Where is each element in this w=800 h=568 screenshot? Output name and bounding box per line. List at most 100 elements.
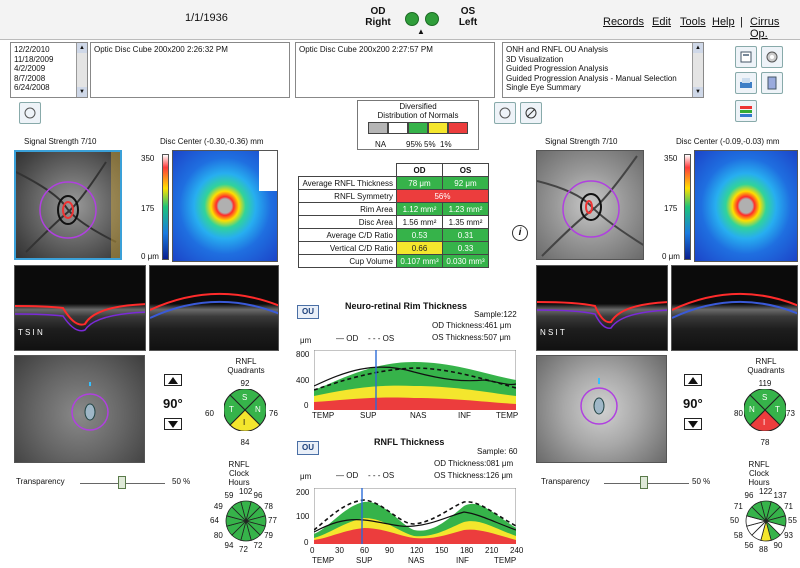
menu-cirrus[interactable]: Cirrus Op. [750,16,780,40]
os-quadrant-i: I [763,418,766,427]
clock-hour-value: 71 [784,501,794,511]
od-scan-list[interactable]: Optic Disc Cube 200x200 2:26:32 PM [90,42,290,98]
menu-tools[interactable]: Tools [680,16,706,28]
od-fundus-tool-icon[interactable] [19,102,41,124]
os-rotate-down-button[interactable] [684,418,702,430]
os-scale-mid: 175 [664,204,678,213]
clock-hour-value: 80 [213,530,223,540]
od-rotate-up-button[interactable] [164,374,182,386]
row-symmetry-value: 56% [396,189,489,203]
os-fundus-tool-icon[interactable] [494,102,516,124]
analysis-item[interactable]: Single Eye Summary [506,83,581,92]
export-icon[interactable] [735,72,757,94]
os-transparency-thumb[interactable] [640,476,648,489]
os-quadrant-sup-value: 119 [758,379,772,388]
rim-od-thickness: OD Thickness:461 μm [432,321,512,330]
analysis-item[interactable]: Guided Progression Analysis - Manual Sel… [506,73,677,83]
os-scan-list[interactable]: Optic Disc Cube 200x200 2:27:57 PM [295,42,495,98]
analysis-item[interactable]: Guided Progression Analysis [506,64,609,73]
rnfl-ou-button[interactable]: OU [297,441,319,455]
os-eye-indicator-icon [425,12,439,26]
od-thickness-map[interactable] [172,150,278,262]
clock-hour-value: 55 [788,516,797,525]
os-transparency-label: Transparency [541,477,590,486]
analysis-item[interactable]: ONH and RNFL OU Analysis [506,45,608,54]
od-bscan-orientation: T S I N [18,328,43,337]
analysis-list[interactable]: ONH and RNFL OU Analysis 3D Visualizatio… [502,42,704,98]
clock-hour-value: 59 [224,490,234,500]
os-quadrant-temp-value: 73 [786,409,795,418]
list-item[interactable]: 12/2/2010 [14,45,50,54]
eye-toggle-arrow-icon[interactable]: ▲ [417,27,425,36]
patient-date: 1/1/1936 [185,12,228,24]
os-fundus-image[interactable] [536,150,644,260]
legend-swatch-na [368,122,388,134]
info-icon[interactable]: i [512,225,528,241]
row-od-value: 1.12 mm² [396,202,443,216]
rnfl-legend-os: - - - OS [368,471,395,480]
od-quadrant-s: S [242,393,248,402]
row-os-value: 0.030 mm³ [442,254,489,268]
rnfl-legend-od: — OD [336,471,359,480]
rnfl-xtick: 240 [510,546,524,555]
od-vertical-bscan[interactable] [149,265,279,351]
row-label: Rim Area [298,202,397,216]
os-rotate-up-button[interactable] [684,374,702,386]
list-item[interactable]: 11/18/2009 [14,54,54,64]
os-thickness-colorbar [684,154,691,260]
layers-icon[interactable] [735,100,757,122]
rnfl-summary-table: OD OS Average RNFL Thickness 78 μm 92 μm… [298,163,489,268]
scroll-up-icon[interactable]: ▲ [693,43,703,53]
os-eye-label: OS Left [448,6,488,28]
od-enface-image[interactable] [14,355,145,463]
os-enface-image[interactable] [536,355,667,463]
print-icon[interactable] [735,46,757,68]
od-scale-bottom: 0 μm [141,252,159,261]
clock-hour-value: 72 [253,541,263,551]
od-scan-item[interactable]: Optic Disc Cube 200x200 2:26:32 PM [94,45,228,54]
od-quadrant-t: T [229,405,234,414]
list-item[interactable]: 8/7/2008 [14,73,46,83]
scrollbar[interactable]: ▲ ▼ [692,43,703,97]
os-thickness-map[interactable] [694,150,798,262]
od-horizontal-bscan[interactable]: T S I N [14,265,146,351]
menu-records[interactable]: Records [603,16,644,28]
rnfl-xlabel: INF [456,556,469,565]
od-fundus-image[interactable] [14,150,122,260]
clock-hour-value: 88 [759,545,768,554]
scroll-down-icon[interactable]: ▼ [77,87,87,97]
analysis-item[interactable]: 3D Visualization [506,54,564,64]
rnfl-xtick: 30 [335,546,344,555]
os-horizontal-bscan[interactable]: N S I T [536,265,668,351]
os-scan-item[interactable]: Optic Disc Cube 200x200 2:27:57 PM [299,45,433,54]
os-scale-top: 350 [664,154,678,163]
od-signal-strength: Signal Strength 7/10 [24,137,97,146]
scrollbar[interactable]: ▲ ▼ [76,43,87,97]
circle-overlay-icon[interactable] [520,102,542,124]
legend-swatch-green [408,122,428,134]
exam-date-list[interactable]: 12/2/2010 11/18/2009 4/2/2009 8/7/2008 6… [10,42,88,98]
list-item[interactable]: 6/24/2008 [14,83,50,92]
os-vertical-bscan[interactable] [671,265,798,351]
menu-edit[interactable]: Edit [652,16,671,28]
row-os-value: 1.35 mm² [442,215,489,229]
rim-ou-button[interactable]: OU [297,305,319,319]
scroll-up-icon[interactable]: ▲ [77,43,87,53]
list-item[interactable]: 4/2/2009 [14,64,46,73]
od-scale-mid: 175 [141,204,155,213]
od-transparency-value: 50 % [172,477,191,486]
table-header-os: OS [442,163,489,177]
od-quadrant-temp-value: 60 [205,409,214,418]
settings-icon[interactable] [761,46,783,68]
od-rotate-down-button[interactable] [164,418,182,430]
scroll-down-icon[interactable]: ▼ [693,87,703,97]
od-scale-top: 350 [141,154,155,163]
od-map-corner [259,151,277,191]
archive-icon[interactable] [761,72,783,94]
menu-help[interactable]: Help [712,16,735,28]
clock-hour-value: 79 [264,530,274,540]
row-od-value: 0.66 [396,241,443,255]
table-row: Disc Area 1.56 mm² 1.35 mm² [298,215,489,229]
os-signal-strength: Signal Strength 7/10 [545,137,618,146]
od-transparency-thumb[interactable] [118,476,126,489]
